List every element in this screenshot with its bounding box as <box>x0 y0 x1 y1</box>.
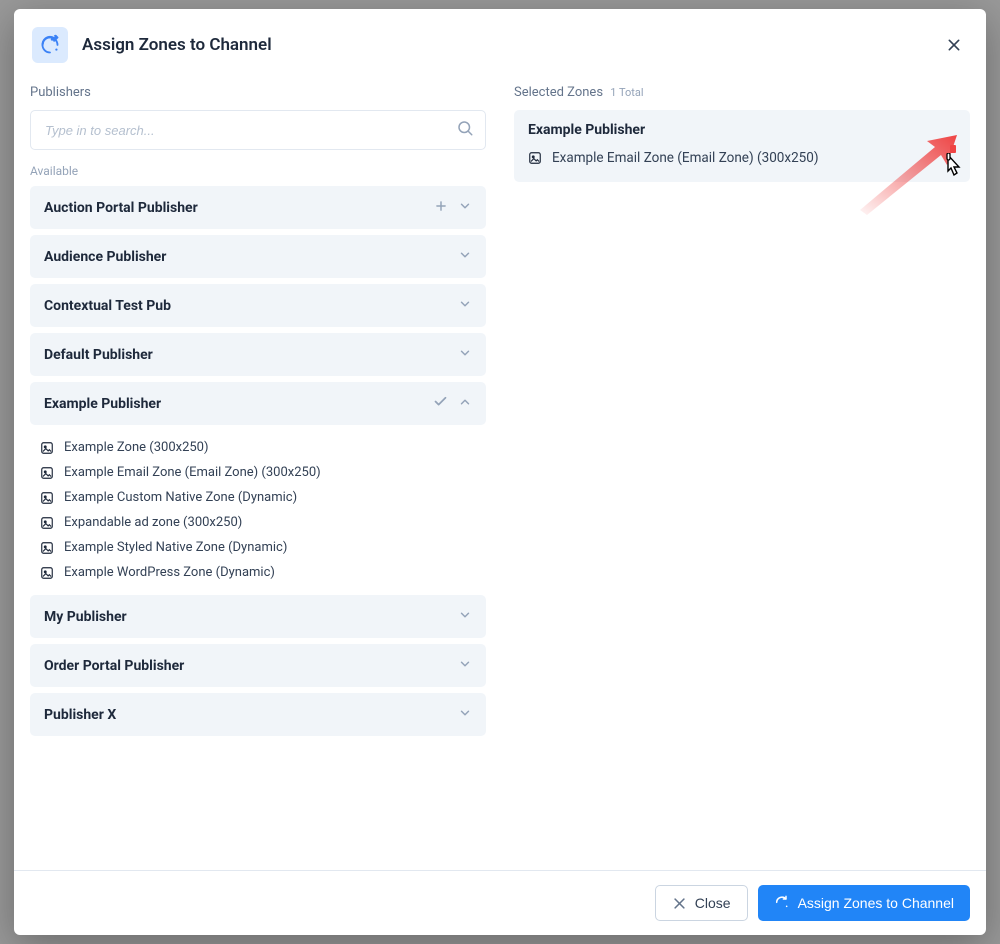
publishers-label: Publishers <box>30 85 486 100</box>
publisher-name: Order Portal Publisher <box>44 658 458 674</box>
search-icon <box>456 119 474 141</box>
zone-item[interactable]: Example Custom Native Zone (Dynamic) <box>30 485 486 510</box>
publisher-row[interactable]: Auction Portal Publisher <box>30 186 486 229</box>
publisher-name: Publisher X <box>44 707 458 723</box>
publisher-row[interactable]: Audience Publisher <box>30 235 486 278</box>
zone-list: Example Zone (300x250) Example Email Zone… <box>30 431 486 595</box>
chevron-up-icon[interactable] <box>458 394 472 413</box>
selected-zones-label: Selected Zones 1 Total <box>514 85 970 100</box>
publisher-name: Example Publisher <box>44 396 433 412</box>
chevron-down-icon[interactable] <box>458 705 472 724</box>
modal-header: Assign Zones to Channel <box>14 9 986 77</box>
publisher-name: Contextual Test Pub <box>44 298 458 314</box>
selected-column: Selected Zones 1 Total Example Publisher… <box>514 85 970 870</box>
publisher-row[interactable]: Example Publisher <box>30 382 486 425</box>
assign-arrow-icon <box>774 895 790 911</box>
zone-item[interactable]: Example Email Zone (Email Zone) (300x250… <box>30 460 486 485</box>
publisher-row[interactable]: Contextual Test Pub <box>30 284 486 327</box>
chevron-down-icon[interactable] <box>458 198 472 217</box>
assign-zones-modal: Assign Zones to Channel Publishers Avail… <box>14 9 986 935</box>
plus-icon[interactable] <box>434 198 448 217</box>
selected-publisher-name: Example Publisher <box>528 122 956 138</box>
zone-label: Expandable ad zone (300x250) <box>64 515 242 530</box>
check-icon <box>433 394 448 413</box>
zone-item[interactable]: Example Styled Native Zone (Dynamic) <box>30 535 486 560</box>
assign-button-label: Assign Zones to Channel <box>798 895 954 911</box>
zone-label: Example WordPress Zone (Dynamic) <box>64 565 275 580</box>
publisher-name: Default Publisher <box>44 347 458 363</box>
selected-zone-item[interactable]: Example Email Zone (Email Zone) (300x250… <box>528 148 956 168</box>
zone-item[interactable]: Expandable ad zone (300x250) <box>30 510 486 535</box>
search-box <box>30 110 486 150</box>
chevron-down-icon[interactable] <box>458 345 472 364</box>
publisher-name: Auction Portal Publisher <box>44 200 434 216</box>
modal-footer: Close Assign Zones to Channel <box>14 870 986 935</box>
zone-label: Example Custom Native Zone (Dynamic) <box>64 490 297 505</box>
assign-icon <box>32 27 68 63</box>
publisher-row[interactable]: Default Publisher <box>30 333 486 376</box>
zone-label: Example Email Zone (Email Zone) (300x250… <box>64 465 321 480</box>
available-label: Available <box>30 164 486 178</box>
chevron-down-icon[interactable] <box>458 247 472 266</box>
zone-item[interactable]: Example Zone (300x250) <box>30 435 486 460</box>
publishers-column: Publishers Available Auction Portal Publ… <box>30 85 486 870</box>
publisher-list: Auction Portal Publisher Audience Publish… <box>30 186 486 736</box>
chevron-down-icon[interactable] <box>458 607 472 626</box>
close-button-label: Close <box>695 895 731 911</box>
assign-button[interactable]: Assign Zones to Channel <box>758 885 970 921</box>
selected-label-text: Selected Zones <box>514 85 603 100</box>
delete-icon[interactable] <box>950 145 956 153</box>
search-input[interactable] <box>30 110 486 150</box>
modal-body: Publishers Available Auction Portal Publ… <box>14 77 986 870</box>
selected-publisher-card: Example Publisher Example Email Zone (Ema… <box>514 110 970 182</box>
close-icon[interactable] <box>942 33 966 57</box>
publisher-row[interactable]: My Publisher <box>30 595 486 638</box>
chevron-down-icon[interactable] <box>458 296 472 315</box>
chevron-down-icon[interactable] <box>458 656 472 675</box>
zone-item[interactable]: Example WordPress Zone (Dynamic) <box>30 560 486 585</box>
publisher-row[interactable]: Publisher X <box>30 693 486 736</box>
zone-label: Example Styled Native Zone (Dynamic) <box>64 540 287 555</box>
modal-title: Assign Zones to Channel <box>82 35 942 55</box>
publisher-name: My Publisher <box>44 609 458 625</box>
close-x-icon <box>672 896 687 911</box>
selected-zone-label: Example Email Zone (Email Zone) (300x250… <box>552 150 819 166</box>
close-button[interactable]: Close <box>655 885 748 921</box>
zone-label: Example Zone (300x250) <box>64 440 209 455</box>
selected-list: Example Publisher Example Email Zone (Ema… <box>514 110 970 182</box>
publisher-row[interactable]: Order Portal Publisher <box>30 644 486 687</box>
selected-count: 1 Total <box>610 86 643 99</box>
publisher-name: Audience Publisher <box>44 249 458 265</box>
